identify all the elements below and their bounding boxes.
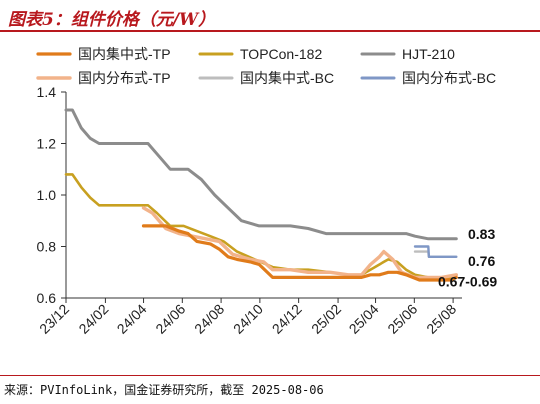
- x-tick-label: 24/06: [152, 301, 188, 337]
- x-tick-label: 24/02: [75, 301, 111, 337]
- y-tick-label: 1.2: [37, 136, 57, 152]
- x-tick-label: 25/06: [384, 301, 420, 337]
- legend-label-1: TOPCon-182: [240, 46, 322, 62]
- series-line-2: [64, 108, 458, 241]
- x-tick-label: 25/02: [308, 301, 344, 337]
- legend: 国内集中式-TP TOPCon-182 HJT-210 国内分布式-TP 国内集中式-B…: [36, 46, 496, 86]
- axes: 0.6 0.8 1.0 1.2 1.4 23/12 24/02 24/04 24/06 24/08…: [36, 84, 462, 337]
- x-tick-label: 24/10: [230, 301, 266, 337]
- value-label-2: 0.67-0.69: [438, 273, 497, 289]
- x-tick-label: 24/08: [191, 301, 227, 337]
- x-tick-label: 25/04: [346, 301, 382, 337]
- x-tick-label: 25/08: [423, 301, 459, 337]
- title-divider: [0, 30, 540, 32]
- x-tick-label: 23/12: [36, 301, 72, 337]
- series-line-0: [141, 224, 458, 282]
- x-tick-label: 24/04: [114, 301, 150, 337]
- legend-label-2: HJT-210: [402, 46, 455, 62]
- price-line-chart: 国内集中式-TP TOPCon-182 HJT-210 国内分布式-TP 国内集中式-B…: [36, 46, 497, 337]
- y-tick-label: 1.0: [37, 187, 57, 203]
- legend-label-5: 国内分布式-BC: [402, 70, 496, 86]
- y-tick-label: 1.4: [37, 84, 57, 100]
- annotations: 0.83 0.76 0.67-0.69: [438, 226, 497, 290]
- legend-label-3: 国内分布式-TP: [78, 70, 171, 86]
- value-label-0: 0.83: [468, 226, 495, 242]
- footer-divider: [0, 375, 540, 376]
- y-tick-label: 0.8: [37, 239, 57, 255]
- page-title: 图表5：组件价格（元/W）: [8, 10, 216, 30]
- legend-label-4: 国内集中式-BC: [240, 70, 334, 86]
- title-bar: 图表5：组件价格（元/W）: [0, 0, 540, 30]
- source-note: 来源：PVInfoLink，国金证券研究所，截至 2025-08-06: [4, 383, 324, 397]
- legend-label-0: 国内集中式-TP: [78, 46, 171, 62]
- x-tick-label: 24/12: [269, 301, 305, 337]
- series-line-3: [141, 206, 458, 280]
- value-label-1: 0.76: [468, 253, 495, 269]
- series-line-5: [413, 245, 458, 258]
- y-tick-label: 0.6: [37, 290, 57, 306]
- series-layer: [64, 108, 458, 282]
